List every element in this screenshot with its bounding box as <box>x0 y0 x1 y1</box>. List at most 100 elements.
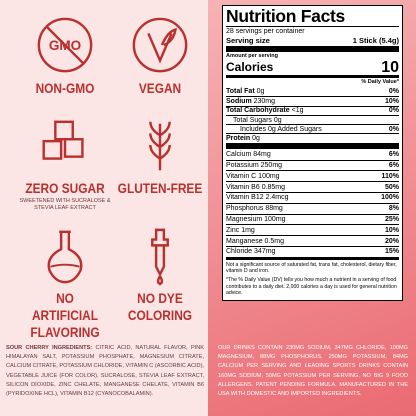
nutrient-amount: 250mg <box>260 161 283 169</box>
nutrient-dv: 20% <box>384 237 399 245</box>
nutrient-name: Chloride <box>226 248 253 256</box>
dv-header: % Daily Value* <box>226 75 399 87</box>
amount-per-serving: Amount per serving <box>226 46 399 60</box>
nutrient-amount: 0g <box>273 116 282 124</box>
nutrient: Vitamin B6 0.85mg <box>226 184 285 191</box>
nutrient-name: Vitamin B6 <box>226 183 260 191</box>
gmo-icon-text: GMO <box>49 38 81 53</box>
nutrient-name: Zinc <box>226 226 240 234</box>
nutrient-dv: 110% <box>381 172 399 180</box>
feature-label: ZERO SUGAR <box>25 180 105 196</box>
nutrient-row: Total Sugars 0g <box>226 114 399 124</box>
nutrient-dv: 50% <box>384 183 399 191</box>
feature-note: SWEETENED WITH SUCRALOSE & STEVIA LEAF E… <box>19 198 111 211</box>
calories-row: Calories 10 <box>226 59 399 76</box>
calories-value: 10 <box>381 59 399 76</box>
serving-size-label: Serving size <box>226 36 270 45</box>
nutrient-dv: 25% <box>384 215 399 223</box>
nutrient-dv: 6% <box>388 161 399 169</box>
footnotes: Not a significant source of saturated fa… <box>226 256 399 297</box>
ingredients: SOUR CHERRY INGREDIENTS: CITRIC ACID, NA… <box>6 344 204 399</box>
nutrient-amount: <1g <box>291 107 304 115</box>
nutrient: Total Sugars 0g <box>226 117 282 124</box>
feature-icon: GMO <box>37 17 93 73</box>
nutrient: Vitamin B12 2.4mcg <box>226 194 289 201</box>
nutrient-row: Phosphorus 88mg 8% <box>226 202 399 214</box>
nutrient: Potassium 250mg <box>226 162 282 169</box>
nutrient-name: Calcium <box>226 150 252 158</box>
nutrient: Includes 0g Added Sugars <box>226 126 322 133</box>
nutrient-name: Total Fat <box>226 88 255 96</box>
nutrient-amount: 230mg <box>253 97 276 105</box>
nutrient: Total Fat 0g <box>226 88 264 95</box>
nutrient: Chloride 347mg <box>226 248 275 255</box>
servings: 28 servings per container <box>226 26 399 36</box>
ingredients-text: CITRIC ACID, NATURAL FLAVOR, PINK HIMALA… <box>6 345 205 398</box>
nutrient-name: Sodium <box>226 97 252 105</box>
nutrient: Zinc 1mg <box>226 227 255 234</box>
feature-label: VEGAN <box>138 80 182 96</box>
nutrient-dv: 0% <box>388 107 399 115</box>
ingredients-label: SOUR CHERRY INGREDIENTS: <box>6 345 93 351</box>
nutrient-amount: 2.4mcg <box>265 194 289 202</box>
nutrient-amount: 100mg <box>258 172 280 180</box>
nutrient-name: Magnesium <box>226 215 263 223</box>
nutrient-row: Manganese 0.5mg 20% <box>226 235 399 246</box>
nutrient: Total Carbohydrate <1g <box>226 107 303 114</box>
feature: NO DYE COLORING <box>110 226 210 324</box>
nutrient-name: Vitamin C <box>226 172 257 180</box>
nutrient-name: Vitamin B12 <box>226 194 264 202</box>
nutrient: Manganese 0.5mg <box>226 238 284 245</box>
nutrient-dv: 0% <box>388 88 399 96</box>
feature-label: GLUTEN-FREE <box>117 180 203 196</box>
nutrient-row: Potassium 250mg 6% <box>226 159 399 171</box>
footer-note: OUR DRINKS CONTAIN 230MG SODIUM, 347MG C… <box>218 345 408 398</box>
nutrient-amount: 0.85mg <box>261 183 286 191</box>
nutrition-title: Nutrition Facts <box>226 6 345 26</box>
nutrient-row: Vitamin B6 0.85mg 50% <box>226 181 399 192</box>
nutrient-amount: 0g <box>256 88 265 96</box>
feature: GLUTEN-FREE <box>110 116 210 197</box>
nutrient-amount: 88mg <box>265 205 283 213</box>
nutrient-row: Chloride 347mg 15% <box>226 245 399 257</box>
nutrient: Phosphorus 88mg <box>226 205 283 212</box>
nutrition-panel: Nutrition Facts 28 servings per containe… <box>222 5 403 301</box>
nutrient-name: Total Sugars <box>233 116 272 124</box>
nutrient-row: Zinc 1mg 10% <box>226 224 399 235</box>
feature: NO ARTIFICIAL FLAVORING <box>15 226 115 341</box>
footnote: Not a significant source of saturated fa… <box>226 261 397 275</box>
nutrient-row: Vitamin B12 2.4mcg 100% <box>226 191 399 203</box>
nutrient-amount: 0g <box>252 135 260 143</box>
nutrient-row: Calcium 84mg 6% <box>226 149 399 160</box>
feature-label: NO DYE COLORING <box>127 290 193 323</box>
nutrient-amount: 84mg <box>253 150 271 158</box>
nutrient-name: Total Carbohydrate <box>226 107 290 115</box>
nutrient-amount: 1mg <box>241 226 255 234</box>
feature-icon <box>151 228 169 286</box>
feature-label: NO ARTIFICIAL FLAVORING <box>30 290 100 340</box>
nutrient-name: Protein <box>226 135 251 143</box>
footnote: *The % Daily Value (DV) tells you how mu… <box>226 276 397 297</box>
nutrient-dv: 8% <box>388 205 399 213</box>
nutrient-name: Potassium <box>226 161 259 169</box>
nutrient: Magnesium 100mg <box>226 216 286 223</box>
feature-icon <box>47 230 83 284</box>
feature-icon <box>149 121 171 171</box>
nutrient-dv: 10% <box>384 97 399 105</box>
nutrient-row: Sodium 230mg 10% <box>226 96 399 105</box>
nutrient-dv: 15% <box>384 248 399 256</box>
feature: ZERO SUGAR SWEETENED WITH SUCRALOSE & STE… <box>15 116 115 212</box>
nutrient-amount: 347mg <box>254 248 276 256</box>
serving-size: 1 Stick <box>352 36 377 45</box>
nutrient-row: Vitamin C 100mg 110% <box>226 170 399 181</box>
calories-label: Calories <box>226 60 274 74</box>
nutrient: Vitamin C 100mg <box>226 173 280 180</box>
nutrient-name: Manganese <box>226 237 263 245</box>
feature: GMO NON-GMO <box>15 16 115 97</box>
nutrient: Protein 0g <box>226 135 260 142</box>
nutrient-row: Includes 0g Added Sugars 0% <box>226 124 399 133</box>
nutrient-dv: 100% <box>381 194 399 202</box>
nutrient-amount: 0.5mg <box>264 237 285 245</box>
nutrient-row: Magnesium 100mg 25% <box>226 213 399 225</box>
